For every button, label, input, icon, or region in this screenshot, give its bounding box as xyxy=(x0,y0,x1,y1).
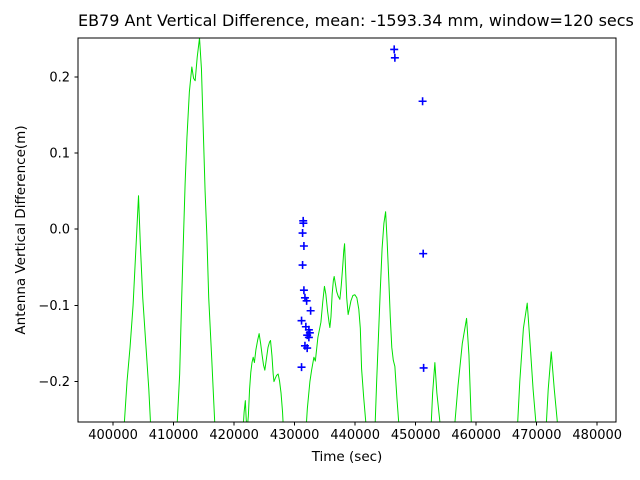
axes-frame xyxy=(77,37,617,423)
x-tick-label: 470000 xyxy=(512,428,562,443)
windowed-mean-markers xyxy=(297,45,428,372)
x-tick-label: 400000 xyxy=(88,428,138,443)
x-tick-label: 460000 xyxy=(451,428,501,443)
x-tick-label: 420000 xyxy=(209,428,259,443)
y-tick-label: 0.0 xyxy=(49,223,70,238)
y-tick-label: 0.2 xyxy=(49,70,70,85)
y-tick-label: −0.2 xyxy=(38,375,70,390)
antenna-vertical-difference-line xyxy=(123,38,558,422)
x-tick-label: 410000 xyxy=(149,428,199,443)
x-tick-label: 440000 xyxy=(330,428,380,443)
x-tick-label: 480000 xyxy=(572,428,622,443)
x-tick-label: 430000 xyxy=(270,428,320,443)
x-tick-label: 450000 xyxy=(391,428,441,443)
y-tick-label: −0.1 xyxy=(38,299,70,314)
y-tick-label: 0.1 xyxy=(49,147,70,162)
x-axis-label: Time (sec) xyxy=(311,449,383,465)
chart-title: EB79 Ant Vertical Difference, mean: -159… xyxy=(78,11,634,30)
